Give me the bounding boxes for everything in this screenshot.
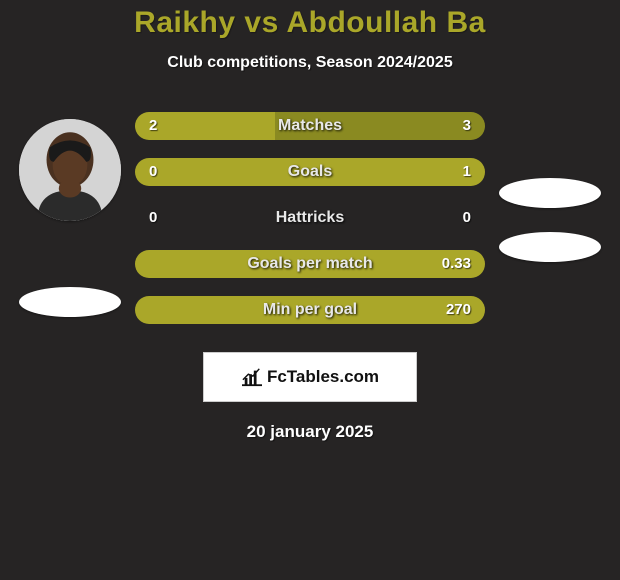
stat-bar: 270Min per goal [135,296,485,324]
player-left-name-pill [19,287,121,317]
subtitle: Club competitions, Season 2024/2025 [0,54,620,72]
stat-label: Matches [135,112,485,140]
logo-box: FcTables.com [203,352,417,402]
player-left-side [15,119,125,317]
main-row: 23Matches 01Goals 00Hattricks 0.33Goals per… [0,112,620,324]
player-right-name-pill-1 [499,178,601,208]
chart-icon [241,367,263,387]
stat-bar: 23Matches [135,112,485,140]
stat-label: Min per goal [135,296,485,324]
player-left-avatar [19,119,121,221]
comparison-container: Raikhy vs Abdoullah Ba Club competitions… [0,0,620,442]
player-right-side [495,174,605,262]
stat-label: Goals per match [135,250,485,278]
stat-bars: 23Matches 01Goals 00Hattricks 0.33Goals per… [135,112,485,324]
logo-inner: FcTables.com [241,367,379,387]
avatar-icon [19,119,121,221]
logo-text: FcTables.com [267,367,379,387]
stat-bar: 01Goals [135,158,485,186]
stat-bar: 00Hattricks [135,204,485,232]
date-label: 20 january 2025 [0,422,620,442]
stat-bar: 0.33Goals per match [135,250,485,278]
stat-label: Goals [135,158,485,186]
player-right-name-pill-2 [499,232,601,262]
stat-label: Hattricks [135,204,485,232]
page-title: Raikhy vs Abdoullah Ba [0,6,620,40]
